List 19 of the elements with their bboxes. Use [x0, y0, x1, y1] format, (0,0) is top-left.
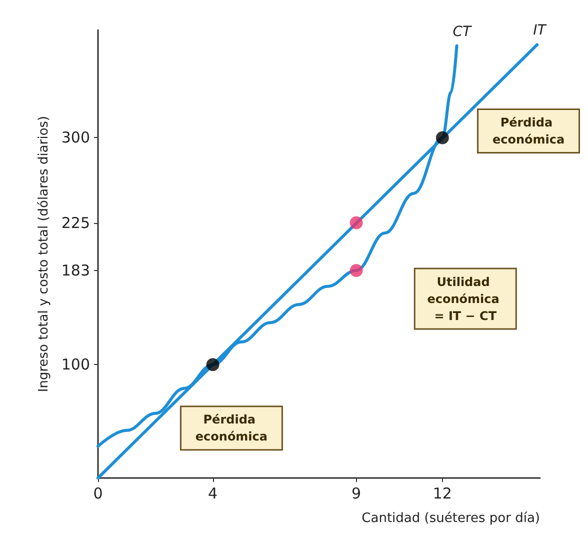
y-tick-label: 300 — [61, 128, 90, 147]
point — [350, 264, 363, 277]
x-tick-label: 4 — [208, 484, 218, 502]
x-axis-title: Cantidad (suéteres por día) — [362, 511, 540, 526]
x-tick-label: 12 — [432, 484, 452, 502]
y-tick-label: 225 — [61, 214, 90, 232]
x-tick-label: 9 — [352, 484, 362, 502]
annotation: Utilidad económica = IT − CT — [427, 274, 504, 323]
annotation: Pérdida económica — [195, 412, 268, 444]
point — [206, 358, 220, 372]
annotation: Pérdida económica — [492, 115, 565, 146]
y-axis-title: Ingreso total y costo total (dólares diarios) — [36, 116, 52, 392]
y-tick-label: 100 — [61, 356, 90, 374]
point — [350, 216, 363, 230]
series-label: CT — [452, 24, 473, 40]
series-label: IT — [533, 22, 548, 39]
y-tick-label: 183 — [61, 261, 90, 280]
point — [436, 131, 449, 144]
x-tick-label: 0 — [93, 484, 103, 502]
